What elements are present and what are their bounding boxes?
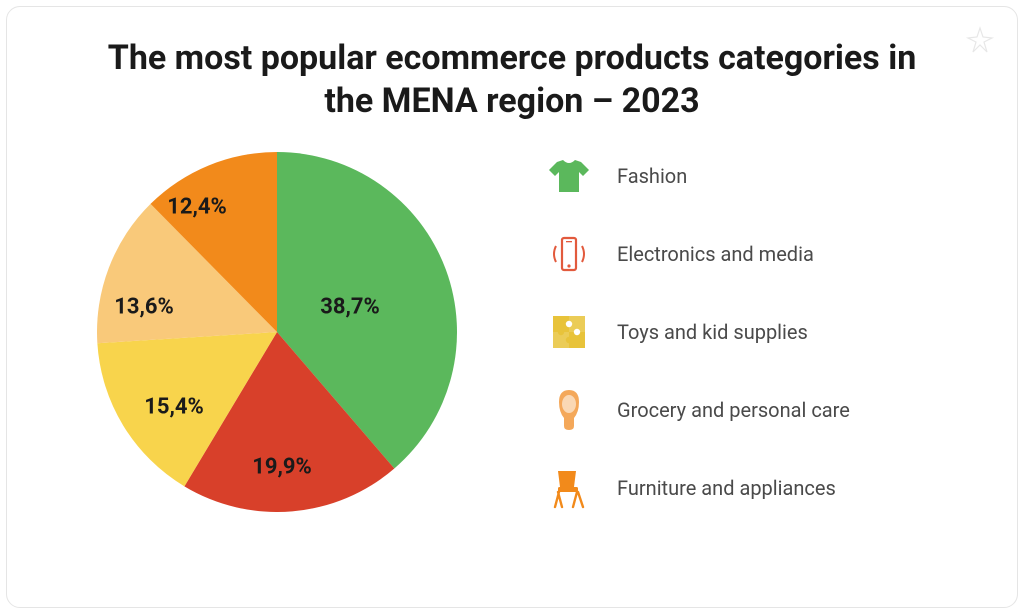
chart-card: The most popular ecommerce products cate… <box>6 6 1018 608</box>
legend-label-fashion: Fashion <box>617 164 687 188</box>
pie-slice-label-toys: 15,4% <box>144 395 204 420</box>
legend-item-toys: Toys and kid supplies <box>547 310 850 354</box>
legend-label-furniture: Furniture and appliances <box>617 476 836 500</box>
pie-slice-label-grocery: 13,6% <box>114 295 174 320</box>
legend-label-grocery: Grocery and personal care <box>617 398 850 422</box>
tshirt-icon <box>547 154 591 198</box>
phone-icon <box>547 232 591 276</box>
legend-item-electronics: Electronics and media <box>547 232 850 276</box>
pie-chart: 38,7% 19,9% 15,4% 13,6% 12,4% <box>97 152 457 512</box>
legend-item-fashion: Fashion <box>547 154 850 198</box>
pie-slice-label-electronics: 19,9% <box>252 455 312 480</box>
legend-label-toys: Toys and kid supplies <box>617 320 808 344</box>
legend-item-furniture: Furniture and appliances <box>547 466 850 510</box>
pie-slice-label-fashion: 38,7% <box>320 295 380 320</box>
pie-slice-label-furniture: 12,4% <box>167 195 227 220</box>
person-icon <box>547 388 591 432</box>
legend: Fashion Electronics and media Toys and kid… <box>547 154 850 510</box>
chair-icon <box>547 466 591 510</box>
chart-content: 38,7% 19,9% 15,4% 13,6% 12,4% Fashion Electro… <box>47 152 977 512</box>
watermark-icon <box>965 25 995 59</box>
chart-title: The most popular ecommerce products cate… <box>102 37 922 122</box>
legend-item-grocery: Grocery and personal care <box>547 388 850 432</box>
puzzle-icon <box>547 310 591 354</box>
legend-label-electronics: Electronics and media <box>617 242 814 266</box>
